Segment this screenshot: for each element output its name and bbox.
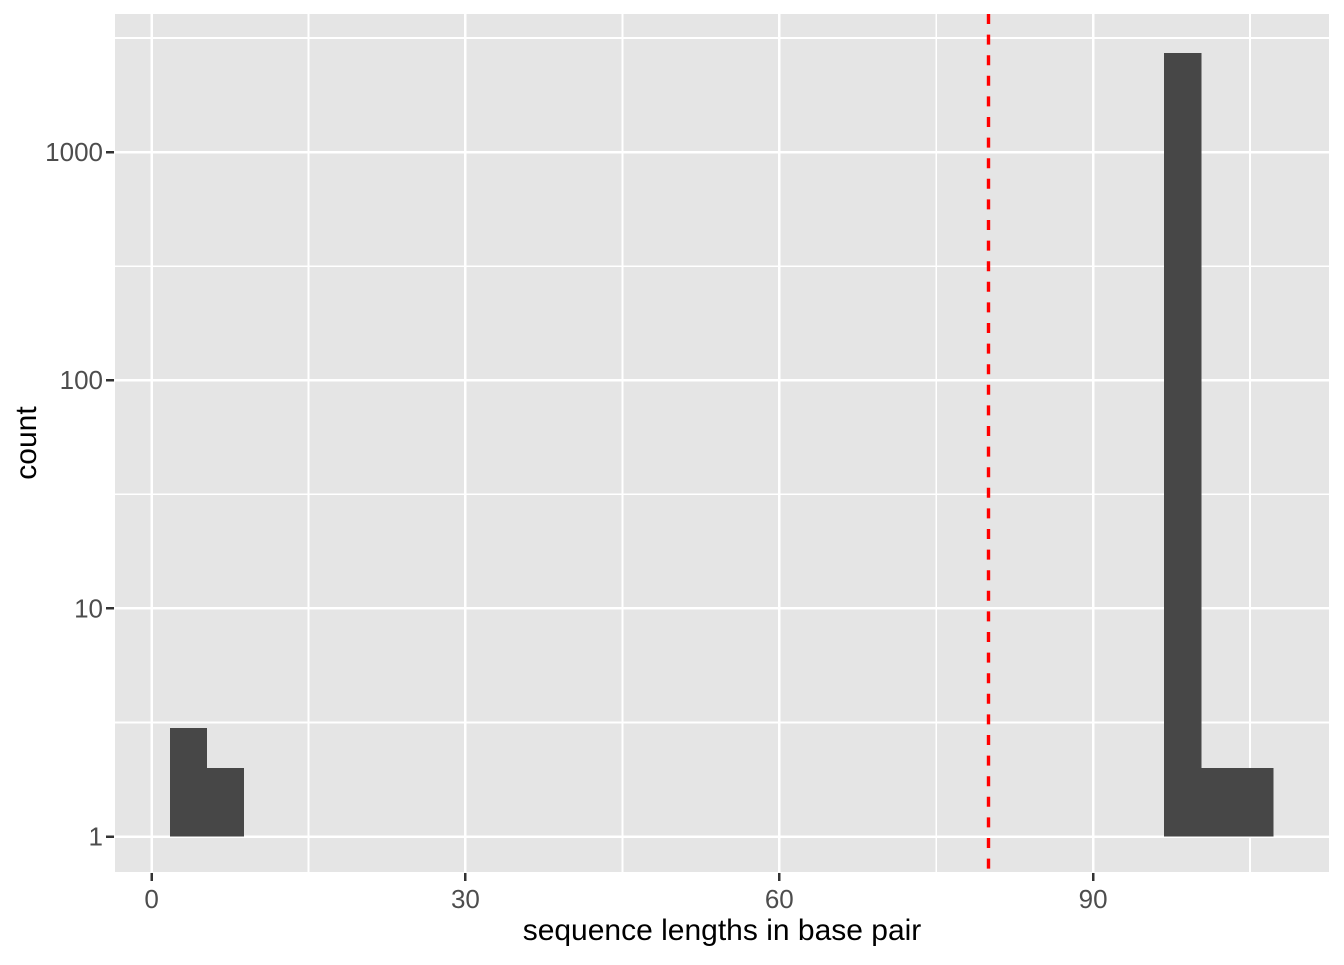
- y-tick-label: 100: [60, 365, 103, 395]
- y-axis-title: count: [10, 406, 43, 480]
- axis-tick-marks: [106, 150, 1095, 881]
- y-tick-label: 1000: [45, 137, 103, 167]
- minor-gridlines: [115, 14, 1329, 872]
- y-tick-labels: 1 10 100 1000: [45, 137, 103, 852]
- y-tick-label: 10: [74, 593, 103, 623]
- histogram-bars: [169, 52, 1274, 837]
- x-tick-label: 30: [451, 884, 480, 914]
- x-tick-label: 0: [144, 884, 158, 914]
- y-tick-label: 1: [89, 822, 103, 852]
- panel-background: [115, 14, 1329, 872]
- histogram-bar: [1164, 52, 1202, 837]
- x-tick-labels: 0 30 60 90: [144, 884, 1107, 914]
- histogram-bar: [1236, 767, 1274, 837]
- histogram-bar: [169, 727, 208, 837]
- histogram-bar: [1200, 767, 1238, 837]
- x-axis-title: sequence lengths in base pair: [523, 914, 922, 947]
- x-tick-label: 90: [1079, 884, 1108, 914]
- major-gridlines: [115, 14, 1329, 872]
- histogram-bar: [206, 767, 244, 837]
- x-tick-label: 60: [765, 884, 794, 914]
